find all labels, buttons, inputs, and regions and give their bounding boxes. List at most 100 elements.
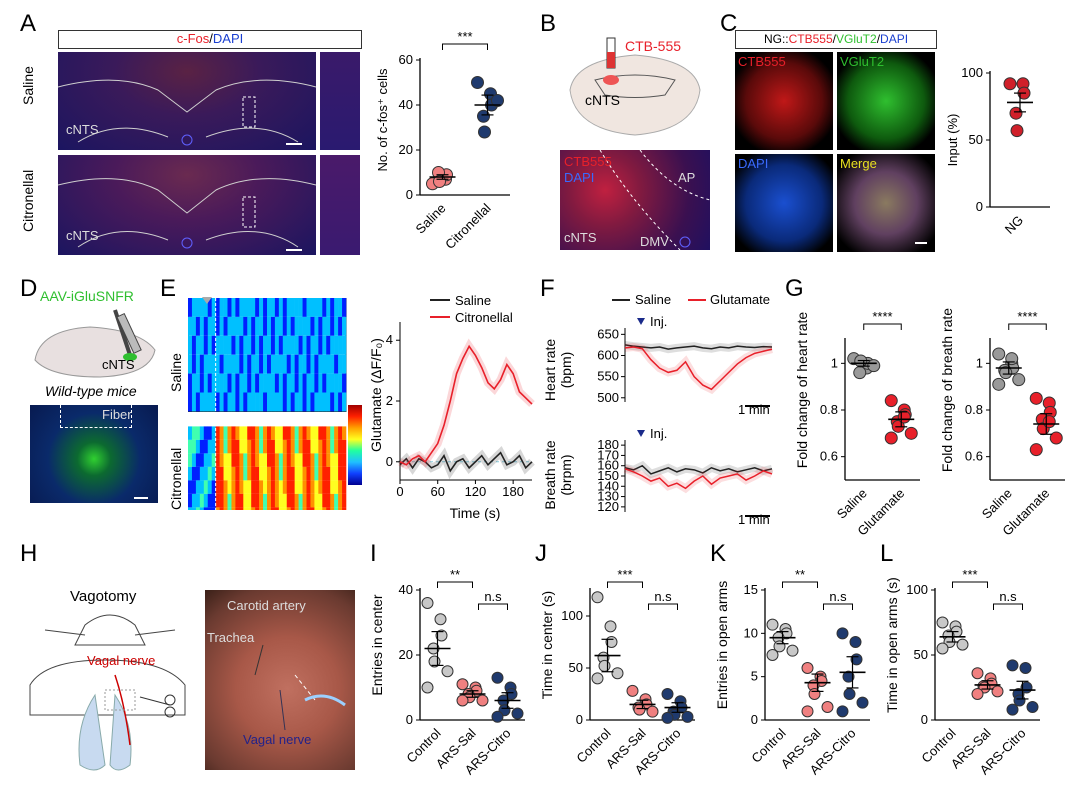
heatmap-cell [207,316,212,336]
heatmap-cell [247,316,252,336]
heatmap-cell [267,507,272,521]
heatmap-cell [215,480,220,494]
heatmap-cell [334,298,339,317]
heatmap-cell [306,507,311,521]
heatmap-cell [247,480,252,494]
scale-label-2: 1 min [738,512,770,527]
heatmap-cell [306,480,311,494]
heatmap-cell [274,298,280,317]
heatmap-cell [267,298,272,317]
heatmap-cell [231,453,236,467]
heatmap-cell [302,507,307,521]
heatmap-cell [203,392,209,412]
heatmap-cell [235,453,240,467]
heatmap-cell [286,335,291,355]
y-tick-label: 100 [906,582,928,597]
heatmap-cell [251,493,256,508]
b-img-ctb555: CTB555 [564,154,612,169]
heatmap-cell [243,354,248,374]
heatmap-cell [310,316,315,336]
heatmap-cell [219,480,224,494]
mouse-body-icon [29,614,186,771]
heatmap-cell [342,316,347,336]
x-tick-label: Saline [979,486,1015,522]
heatmap-cell [219,298,224,317]
heatmap-cell [259,466,264,481]
data-point [786,644,799,657]
c-q2-label: VGluT2 [840,54,885,69]
g-hr-ylabel: Fold change of heart rate [794,311,810,469]
data-point [843,688,856,700]
panel-j-chart: 0 50 100 Control ARS-Sal ARS-Citro *** n.s Time… [535,555,710,787]
heatmap-cell [298,507,303,521]
heatmap-cell [191,426,197,440]
heatmap-cell [318,466,323,481]
cnts-label-2: cNTS [66,228,99,243]
heatmap-cell [215,466,220,481]
mouse-brain-schematic: cNTS [30,305,165,380]
heatmap-cell [294,392,299,412]
heatmap-cell [322,373,327,393]
heatmap-cell [310,439,315,454]
heatmap-cell [326,354,331,374]
heatmap-cell [188,507,193,521]
heatmap-cell [270,493,276,508]
heatmap-cell [215,439,220,454]
heatmap-cell [326,392,331,412]
heatmap-cell [274,466,280,481]
y-tick-label: 50 [569,660,583,675]
brain-slice-icon [569,37,701,136]
y-tick-label: 0 [751,712,758,727]
heatmap-cell [298,466,303,481]
heatmap-cell [195,480,201,494]
heatmap-cell [282,298,288,317]
series-line-glutamate [624,346,773,391]
heatmap-cell [306,453,311,467]
heatmap-cell [227,453,232,467]
j-ylabel: Time in center (s) [539,590,555,700]
heatmap-cell [298,373,303,393]
heatmap-cell [314,316,319,336]
heatmap-cell [263,426,268,440]
heatmap-cell [286,453,291,467]
heatmap-cell [282,493,288,508]
heatmap-cell [239,453,244,467]
heatmap-cell [219,453,224,467]
heatmap-cell [282,466,288,481]
heatmap-cell [322,298,327,317]
heatmap-cell [239,373,244,393]
vagotomy-schematic: Vagal nerve [25,605,195,780]
heatmap-cell [251,439,256,454]
heatmap-cell [219,426,224,440]
y-tick-label: 0 [386,454,393,469]
h-nerve-label: Vagal nerve [87,653,156,668]
h-title: Vagotomy [70,588,137,605]
heatmap-cell [286,316,291,336]
saline-micrograph [58,52,316,150]
heatmap-cell [235,507,240,521]
heatmap-cell [294,453,299,467]
data-point [491,671,504,684]
y-tick-label: 1 [976,355,983,370]
heatmap-cell [318,426,323,440]
panel-g-chart-br: 0.6 0.8 1 Saline Glutamate **** Fold change o… [935,290,1080,539]
heatmap-cell [270,316,276,336]
heatmap-cell [270,439,276,454]
panel-l-chart: 0 50 100 Control ARS-Sal ARS-Citro *** n.s Time… [880,555,1075,787]
x-tick-label: Saline [834,486,870,522]
heatmap-cell [211,466,216,481]
heatmap-cell [330,335,335,355]
heatmap-cell [188,298,193,317]
heatmap-cell [342,335,347,355]
y-tick-label: 100 [961,65,983,80]
heatmap-cell [259,373,264,393]
heatmap-cell [338,354,343,374]
heatmap-cell [310,426,315,440]
row-label-saline: Saline [20,66,36,105]
heatmap-cell [322,335,327,355]
x-tick-label: 0 [396,484,403,499]
series-line-saline [624,464,773,475]
heatmap-cell [231,480,236,494]
data-point [435,629,448,642]
x-tick-label: NG [1002,213,1026,237]
